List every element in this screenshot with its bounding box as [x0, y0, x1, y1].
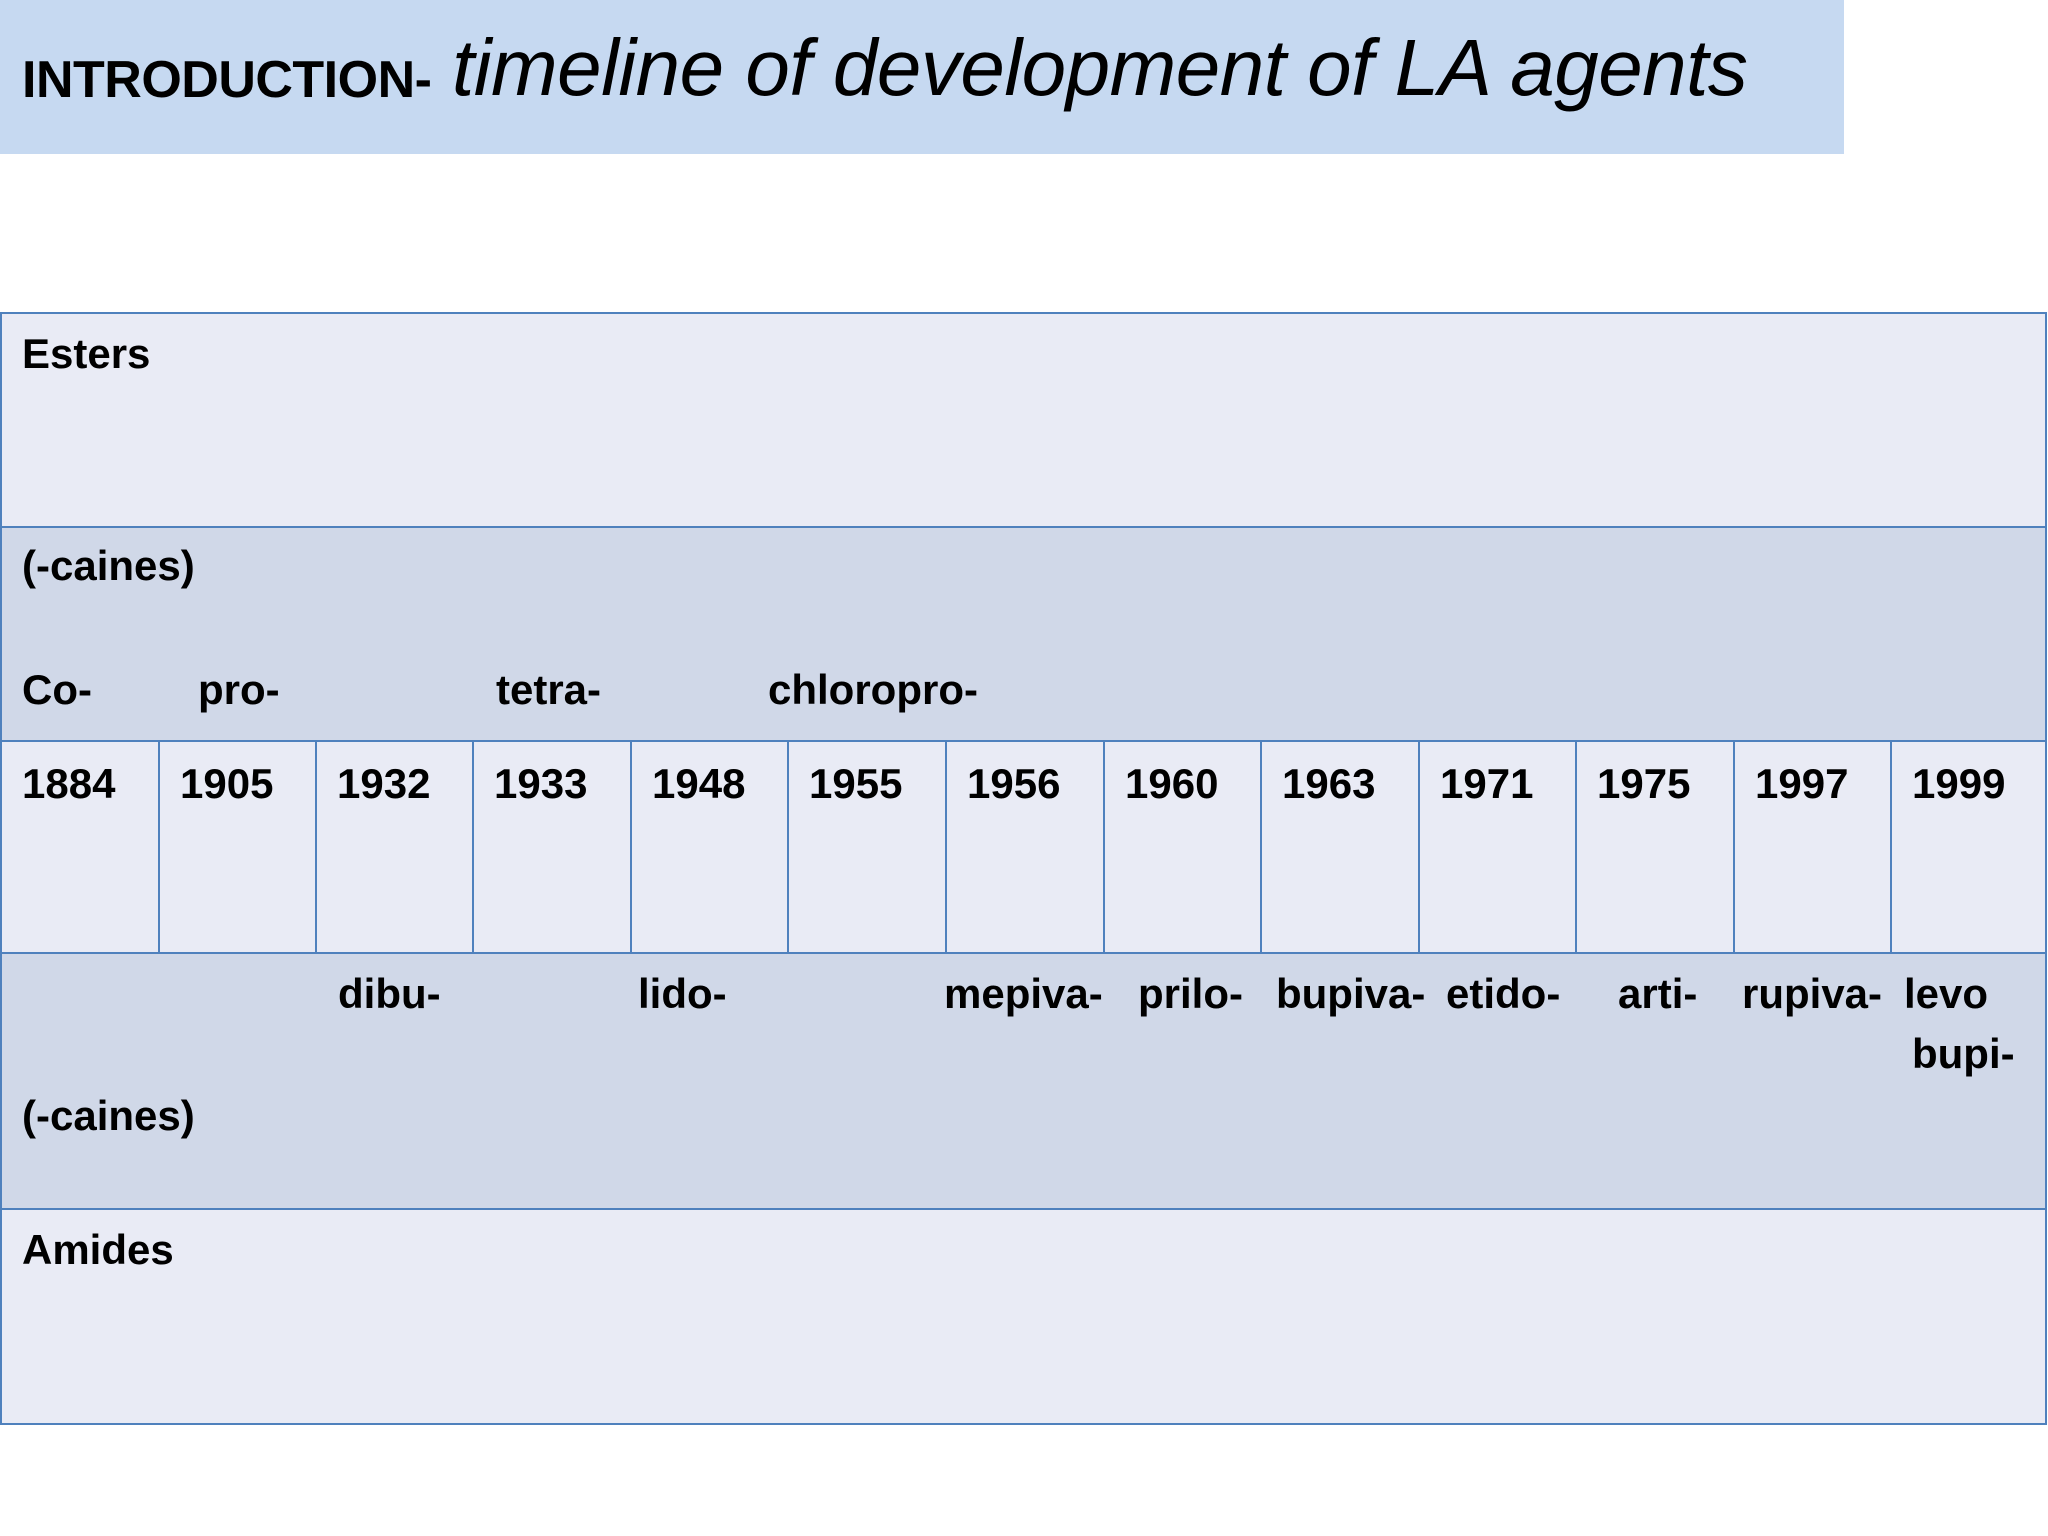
amide-agent: etido- [1446, 970, 1561, 1017]
year-label: 1971 [1440, 760, 1534, 807]
ester-agent: pro- [198, 666, 280, 713]
ester-agent: chloropro- [768, 666, 978, 713]
year-label: 1956 [967, 760, 1061, 807]
amide-agent: arti- [1618, 970, 1698, 1017]
amide-agent: lido- [638, 970, 727, 1017]
year-label: 1955 [809, 760, 903, 807]
amide-agents-row: dibu- lido- mepiva- prilo- bupiva- etido… [2, 954, 2045, 1208]
row-divider [2, 952, 2045, 954]
amides-label: Amides [22, 1226, 174, 1273]
year-cell: 1956 [947, 742, 1105, 952]
year-label: 1963 [1282, 760, 1376, 807]
year-cell: 1905 [160, 742, 317, 952]
year-cell: 1932 [317, 742, 474, 952]
year-cell: 1997 [1735, 742, 1892, 952]
amide-suffix-label: (-caines) [22, 1092, 195, 1139]
esters-row: Esters [2, 314, 2045, 526]
title-banner: INTRODUCTION- timeline of development of… [0, 0, 1844, 154]
ester-agents-row: (-caines) Co- pro- tetra- chloropro- [2, 528, 2045, 740]
year-label: 1884 [22, 760, 116, 807]
amides-row: Amides [2, 1210, 2045, 1423]
row-divider [2, 526, 2045, 528]
year-label: 1932 [337, 760, 431, 807]
ester-agent: tetra- [496, 666, 602, 713]
year-label: 1948 [652, 760, 746, 807]
timeline-table: Esters (-caines) Co- pro- tetra- chlorop… [0, 312, 2047, 1425]
amide-agent: mepiva- [944, 970, 1103, 1017]
years-row: 1884 1905 1932 1933 1948 1955 1956 1960 … [2, 742, 2045, 952]
year-label: 1933 [494, 760, 588, 807]
amide-agent: levo [1904, 970, 1989, 1017]
amide-agent: bupiva- [1276, 970, 1426, 1017]
year-cell: 1975 [1577, 742, 1735, 952]
ester-agent: Co- [22, 666, 92, 713]
year-cell: 1971 [1420, 742, 1577, 952]
year-cell: 1933 [474, 742, 632, 952]
year-label: 1905 [180, 760, 274, 807]
esters-label: Esters [22, 330, 151, 377]
row-divider [2, 1208, 2045, 1210]
amide-agent: rupiva- [1742, 970, 1883, 1017]
year-cell: 1948 [632, 742, 789, 952]
year-label: 1999 [1912, 760, 2006, 807]
year-label: 1960 [1125, 760, 1219, 807]
title-lead: INTRODUCTION- [22, 51, 432, 109]
year-cell: 1999 [1892, 742, 2047, 952]
year-label: 1997 [1755, 760, 1849, 807]
year-cell: 1960 [1105, 742, 1262, 952]
year-cell: 1955 [789, 742, 947, 952]
amide-agent: bupi- [1912, 1030, 2015, 1077]
page-title: timeline of development of LA agents [452, 23, 1748, 112]
amide-agent: prilo- [1138, 970, 1243, 1017]
ester-suffix-label: (-caines) [22, 542, 195, 589]
row-divider [2, 740, 2045, 742]
year-cell: 1884 [2, 742, 160, 952]
year-label: 1975 [1597, 760, 1691, 807]
amide-agent: dibu- [338, 970, 441, 1017]
year-cell: 1963 [1262, 742, 1420, 952]
